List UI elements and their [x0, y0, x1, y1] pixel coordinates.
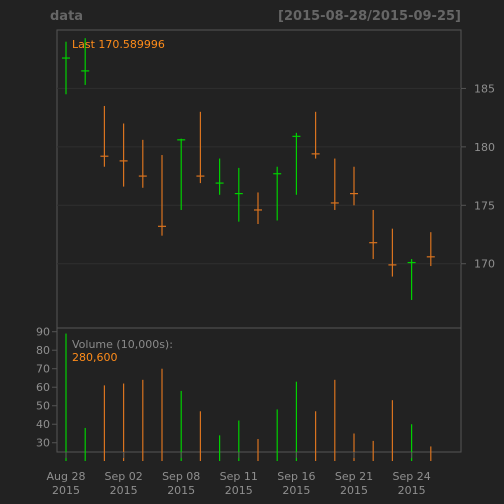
x-tick-label: Sep 08 [162, 470, 200, 483]
chart-title: data [50, 9, 83, 24]
price-tick-label: 170 [474, 258, 495, 271]
price-y-axis: 170 175 180 185 [461, 82, 495, 271]
volume-tick-label: 90 [36, 326, 50, 339]
price-tick-label: 185 [474, 82, 495, 95]
volume-tick-label: 60 [36, 381, 50, 394]
x-tick-year: 2015 [225, 484, 253, 497]
volume-legend-value: 280,600 [72, 351, 118, 364]
volume-tick-label: 30 [36, 437, 50, 450]
x-tick-year: 2015 [398, 484, 426, 497]
volume-panel [56, 327, 462, 453]
x-tick-label: Sep 16 [277, 470, 315, 483]
x-tick-year: 2015 [110, 484, 138, 497]
x-tick-label: Sep 02 [104, 470, 142, 483]
x-tick-label: Sep 11 [220, 470, 258, 483]
volume-tick-label: 70 [36, 363, 50, 376]
x-tick-label: Aug 28 [47, 470, 86, 483]
price-bars [62, 38, 435, 300]
volume-tick-label: 40 [36, 418, 50, 431]
x-tick-year: 2015 [167, 484, 195, 497]
volume-tick-label: 80 [36, 344, 50, 357]
x-tick-year: 2015 [340, 484, 368, 497]
volume-y-axis: 30 40 50 60 70 80 90 [36, 326, 57, 450]
volume-legend-label: Volume (10,000s): [72, 338, 173, 351]
x-tick-label: Sep 21 [335, 470, 373, 483]
x-tick-year: 2015 [282, 484, 310, 497]
x-tick-year: 2015 [52, 484, 80, 497]
volume-tick-label: 50 [36, 400, 50, 413]
price-panel [56, 29, 462, 329]
price-grid [57, 87, 461, 265]
last-price-legend: Last 170.589996 [72, 38, 165, 51]
volume-bars [65, 333, 432, 461]
price-tick-label: 175 [474, 199, 495, 212]
date-range: [2015-08-28/2015-09-25] [278, 9, 461, 24]
x-tick-label: Sep 24 [392, 470, 430, 483]
price-tick-label: 180 [474, 141, 495, 154]
